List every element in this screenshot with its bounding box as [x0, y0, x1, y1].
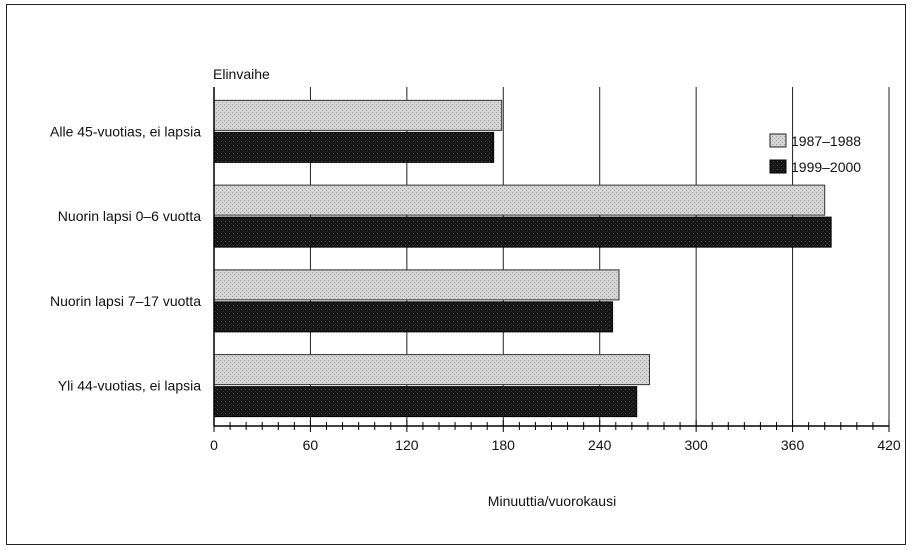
x-tick-label-240: 240: [588, 437, 612, 453]
legend-swatch-1999-2000: [769, 159, 787, 174]
x-tick-label-0: 0: [210, 437, 218, 453]
bar-1999-2000-1: [213, 216, 832, 248]
x-tick-label-60: 60: [303, 437, 319, 453]
x-tick-label-300: 300: [684, 437, 708, 453]
category-label-0: Alle 45-vuotias, ei lapsia: [50, 123, 201, 139]
x-axis: 0 60 120 180 240 300 360 420: [210, 87, 901, 453]
legend-label-1987-1988: 1987–1988: [791, 133, 861, 149]
category-labels: Alle 45-vuotias, ei lapsia Nuorin lapsi 0…: [50, 123, 201, 393]
x-tick-label-120: 120: [395, 437, 419, 453]
legend: 1987–1988 1999–2000: [769, 133, 861, 175]
bar-1987-1988-1: [213, 184, 826, 216]
legend-swatch-1987-1988: [769, 133, 787, 148]
bar-1999-2000-2: [213, 301, 614, 333]
y-axis-title: Elinvaihe: [213, 66, 270, 82]
x-tick-label-360: 360: [781, 437, 805, 453]
x-tick-label-420: 420: [877, 437, 901, 453]
category-label-3: Yli 44-vuotias, ei lapsia: [58, 378, 201, 394]
category-label-2: Nuorin lapsi 7–17 vuotta: [50, 293, 201, 309]
bar-1999-2000-0: [213, 131, 495, 163]
bar-1999-2000-3: [213, 386, 638, 418]
x-axis-title: Minuuttia/vuorokausi: [488, 493, 616, 509]
bar-1987-1988-3: [213, 354, 651, 386]
legend-label-1999-2000: 1999–2000: [791, 159, 861, 175]
bars: [213, 99, 832, 418]
category-label-1: Nuorin lapsi 0–6 vuotta: [58, 208, 201, 224]
bar-1987-1988-2: [213, 269, 620, 301]
bar-1987-1988-0: [213, 99, 503, 131]
x-tick-label-180: 180: [492, 437, 516, 453]
